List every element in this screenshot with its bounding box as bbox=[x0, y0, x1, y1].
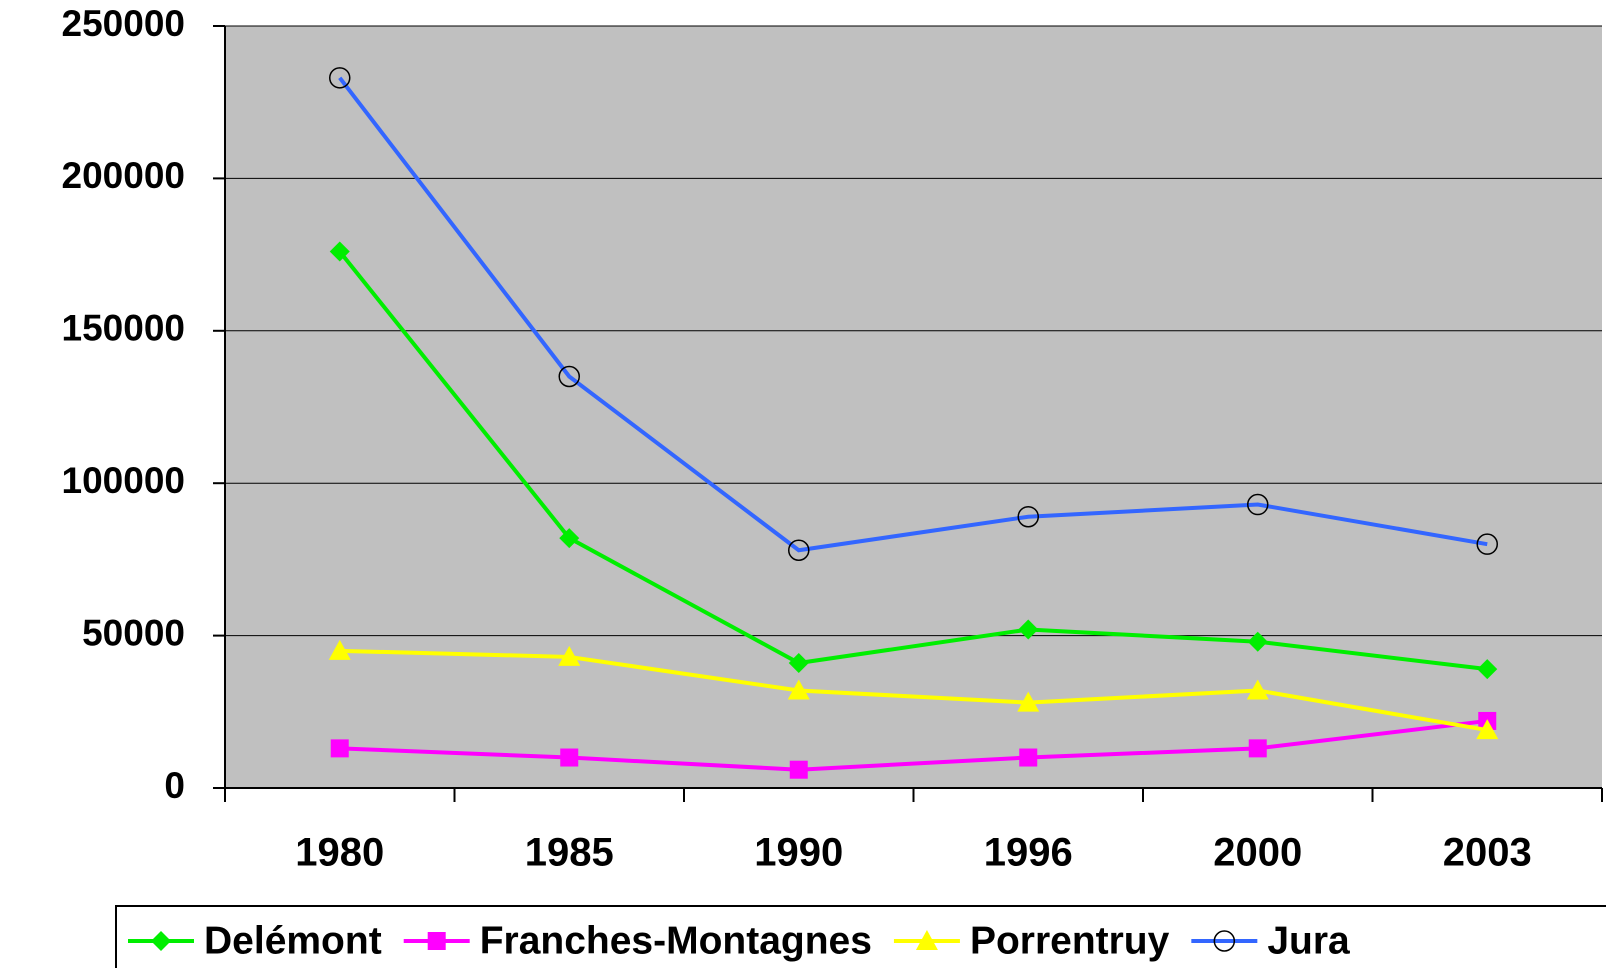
series-line bbox=[339, 648, 1488, 733]
point bbox=[789, 760, 808, 779]
legend-marker bbox=[915, 930, 938, 950]
y-tick-label: 50000 bbox=[82, 612, 185, 653]
series-line bbox=[338, 250, 1488, 672]
point bbox=[558, 645, 581, 666]
plot-area bbox=[225, 26, 1602, 788]
series-line bbox=[339, 718, 1488, 772]
point bbox=[1017, 505, 1039, 528]
point bbox=[1247, 493, 1269, 516]
y-tick-label: 0 bbox=[164, 765, 185, 806]
point bbox=[1017, 691, 1040, 712]
point bbox=[1247, 631, 1268, 652]
point bbox=[1476, 533, 1498, 555]
point bbox=[559, 528, 580, 549]
point bbox=[328, 639, 351, 660]
x-tick-label: 1985 bbox=[525, 831, 614, 875]
point bbox=[1476, 719, 1499, 740]
x-tick-label: 1990 bbox=[754, 831, 843, 875]
point bbox=[1248, 739, 1267, 758]
x-tick-label: 2000 bbox=[1213, 831, 1302, 875]
point bbox=[330, 739, 349, 758]
point bbox=[788, 539, 810, 562]
legend-marker bbox=[427, 932, 446, 950]
point bbox=[560, 748, 579, 767]
series-line bbox=[338, 76, 1488, 553]
legend-box bbox=[115, 905, 1606, 968]
y-tick-label: 200000 bbox=[62, 155, 185, 196]
y-tick-label: 150000 bbox=[62, 308, 185, 349]
legend-label: Delémont bbox=[204, 919, 382, 962]
legend-marker bbox=[1213, 930, 1236, 952]
x-tick-label: 1980 bbox=[295, 831, 384, 875]
legend-marker bbox=[151, 931, 171, 951]
y-tick-label: 100000 bbox=[62, 460, 185, 501]
point bbox=[1019, 748, 1038, 767]
legend-label: Porrentruy bbox=[970, 919, 1170, 962]
legend-label: Jura bbox=[1267, 919, 1350, 962]
y-tick-label: 250000 bbox=[62, 3, 185, 44]
point bbox=[329, 241, 350, 262]
x-tick-label: 2003 bbox=[1443, 831, 1532, 875]
point bbox=[787, 679, 810, 700]
point bbox=[329, 67, 351, 89]
x-tick-label: 1996 bbox=[984, 831, 1073, 875]
point bbox=[1018, 619, 1039, 640]
point bbox=[788, 653, 809, 674]
point bbox=[1246, 679, 1269, 700]
legend-label: Franches-Montagnes bbox=[480, 919, 872, 962]
point bbox=[558, 365, 580, 388]
point bbox=[1477, 659, 1498, 680]
